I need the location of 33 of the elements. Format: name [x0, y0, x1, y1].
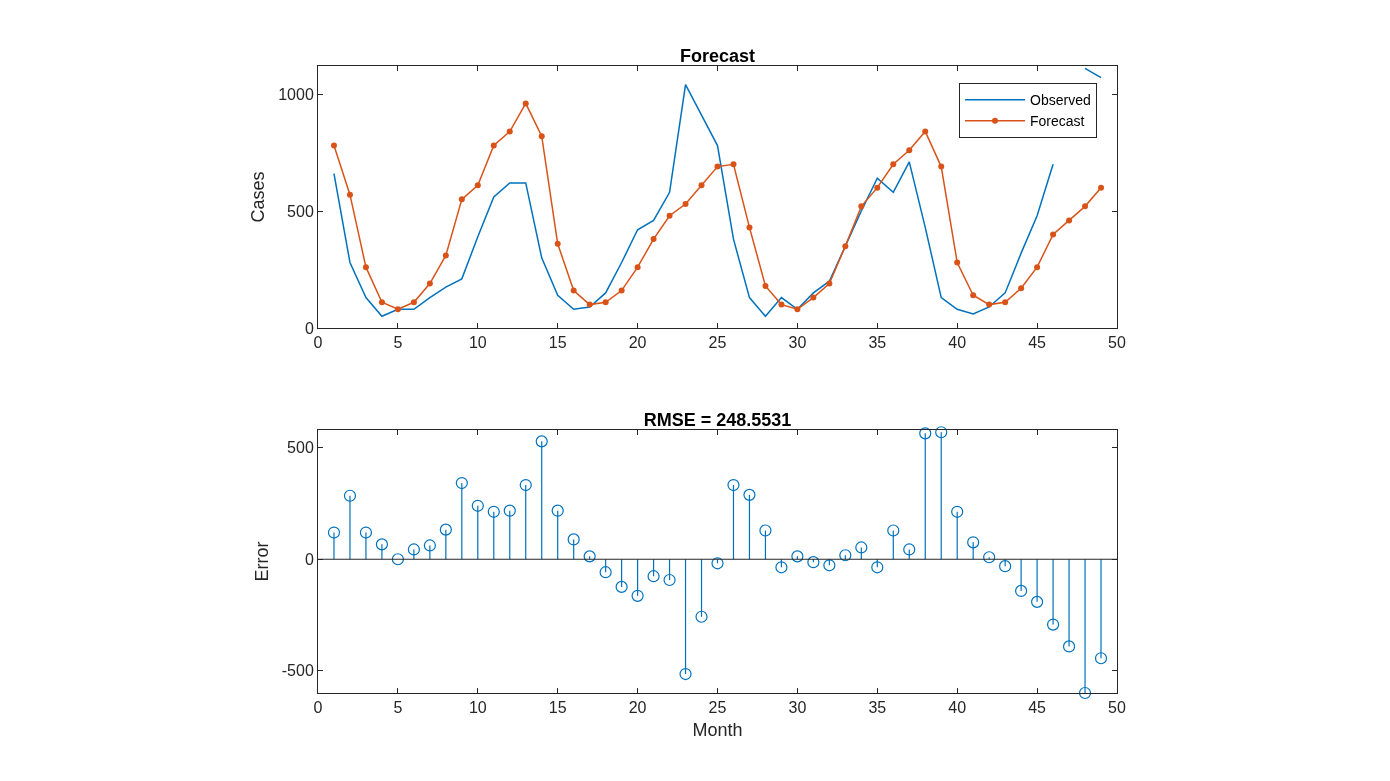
x-tick-label: 50: [1108, 699, 1126, 717]
x-tick-label: 45: [1028, 334, 1047, 352]
x-tick-label: 10: [468, 699, 487, 717]
legend-label: Observed: [1030, 92, 1091, 109]
x-tick-label: 45: [1028, 699, 1047, 717]
y-axis-title: Cases: [248, 171, 269, 223]
y-tick-label: 1000: [278, 85, 314, 103]
x-tick-label: 40: [948, 334, 967, 352]
chart-title: RMSE = 248.5531: [643, 410, 792, 430]
y-axis-title: Error: [251, 541, 272, 582]
x-tick-label: 20: [628, 334, 647, 352]
x-tick-label: 50: [1108, 334, 1126, 352]
legend-label: Forecast: [1030, 113, 1085, 130]
x-tick-label: 25: [708, 334, 727, 352]
x-tick-label: 15: [548, 699, 567, 717]
x-tick-label: 20: [628, 699, 647, 717]
x-tick-label: 15: [548, 334, 567, 352]
x-tick-label: 35: [868, 699, 887, 717]
x-tick-label: 10: [468, 334, 487, 352]
y-tick-label: -500: [281, 662, 314, 680]
x-tick-label: 25: [708, 699, 727, 717]
x-tick-label: 40: [948, 699, 967, 717]
y-tick-label: 0: [304, 319, 314, 337]
x-tick-label: 30: [788, 334, 807, 352]
x-tick-label: 5: [393, 699, 403, 717]
x-tick-label: 30: [788, 699, 807, 717]
y-tick-label: 500: [287, 202, 314, 220]
x-tick-label: 35: [868, 334, 887, 352]
x-axis-title: Month: [692, 720, 743, 741]
y-tick-label: 500: [287, 439, 314, 457]
x-tick-label: 5: [393, 334, 403, 352]
y-tick-label: 0: [304, 550, 314, 568]
chart-title: Forecast: [679, 46, 756, 66]
